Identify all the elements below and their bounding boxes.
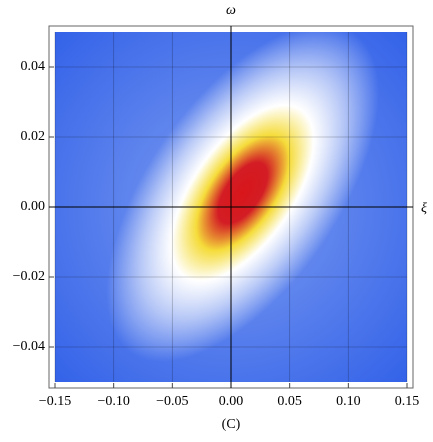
y-tick-label: 0.04	[21, 59, 46, 74]
y-tick-label: −0.04	[13, 339, 45, 354]
x-tick-label: −0.10	[97, 394, 129, 409]
y-tick-label: −0.02	[13, 269, 45, 284]
y-tick-label: 0.02	[21, 129, 46, 144]
y-tick-label: 0.00	[21, 199, 46, 214]
x-tick-label: −0.15	[39, 394, 71, 409]
x-tick-label: 0.05	[277, 394, 302, 409]
x-axis-label: ξ	[421, 201, 427, 216]
y-axis-label: ω	[226, 3, 236, 18]
density-layer	[106, 32, 379, 362]
caption: (C)	[222, 417, 241, 432]
x-tick-label: 0.15	[395, 394, 420, 409]
x-tick-label: 0.00	[219, 394, 244, 409]
x-tick-label: 0.10	[336, 394, 361, 409]
density-blob	[106, 32, 379, 362]
x-tick-label: −0.05	[156, 394, 188, 409]
